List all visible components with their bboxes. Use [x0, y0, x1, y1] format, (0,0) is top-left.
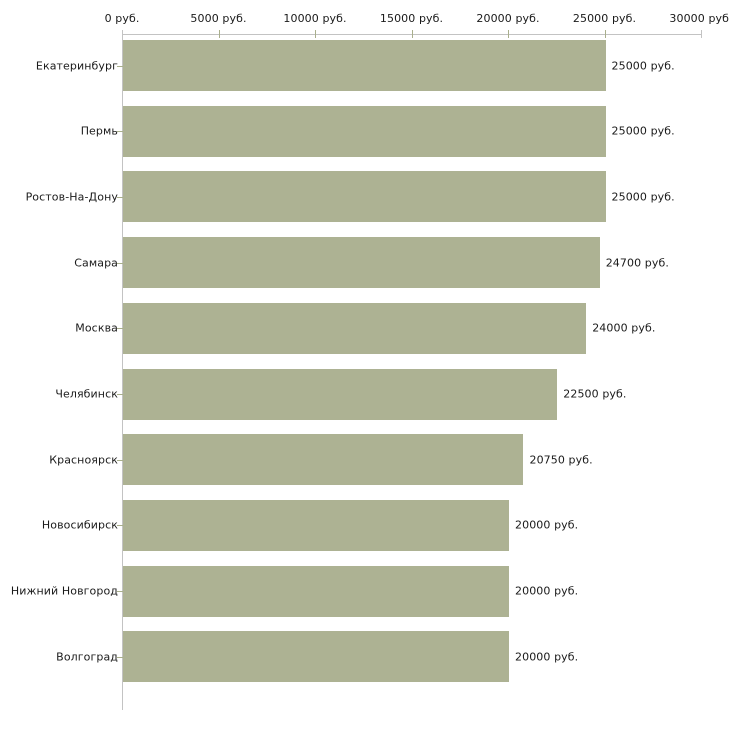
x-axis-tick — [508, 30, 509, 38]
y-axis-tick — [117, 459, 123, 461]
y-axis-category-label: Екатеринбург — [35, 59, 118, 72]
y-axis-category-label: Нижний Новгород — [10, 584, 118, 598]
bar[interactable] — [123, 368, 558, 420]
x-axis-tick — [315, 30, 316, 38]
x-axis-tick — [411, 30, 413, 38]
y-axis-category-label: Челябинск — [55, 387, 118, 401]
x-axis-tick-label: 25000 руб. — [572, 12, 637, 25]
y-axis-category-label: Самара — [74, 256, 118, 270]
x-axis-tick-label: 30000 руб. — [669, 12, 730, 25]
bar-value-label: 24700 руб. — [605, 256, 669, 270]
bar-value-label: 20000 руб. — [515, 584, 579, 598]
bar-value-label: 25000 руб. — [611, 124, 675, 138]
bar-value-label: 25000 руб. — [611, 190, 675, 204]
y-axis-category-label: Новосибирск — [41, 518, 118, 532]
bar[interactable] — [123, 40, 606, 91]
bar[interactable] — [123, 499, 509, 551]
y-axis-tick — [117, 525, 123, 527]
x-axis-tick-label: 0 руб. — [104, 12, 140, 25]
x-axis-tick — [218, 30, 220, 38]
bar-value-label: 22500 руб. — [563, 387, 627, 401]
bar-value-label: 24000 руб. — [592, 321, 656, 335]
bar[interactable] — [123, 434, 524, 486]
y-axis-tick — [117, 328, 123, 330]
y-axis-tick — [117, 196, 123, 198]
y-axis-line — [122, 34, 123, 710]
x-axis-tick-label: 10000 руб. — [283, 12, 347, 25]
y-axis-category-label: Пермь — [80, 124, 118, 138]
y-axis-tick — [117, 65, 123, 67]
bar[interactable] — [123, 302, 587, 354]
bar-value-label: 20750 руб. — [529, 453, 593, 467]
y-axis-category-label: Москва — [75, 321, 118, 335]
x-axis-tick-label: 15000 руб. — [379, 12, 444, 25]
bar-value-label: 20000 руб. — [515, 650, 579, 664]
y-axis-category-label: Красноярск — [49, 453, 118, 467]
x-axis-tick-label: 5000 руб. — [190, 12, 247, 25]
bar[interactable] — [123, 237, 600, 289]
x-axis-tick — [701, 30, 702, 38]
y-axis-category-label: Волгоград — [56, 650, 118, 664]
y-axis-tick — [117, 394, 123, 395]
bar-value-label: 25000 руб. — [611, 59, 675, 72]
y-axis-tick — [117, 131, 123, 133]
bar[interactable] — [123, 171, 606, 223]
bar[interactable] — [123, 631, 509, 683]
y-axis-tick — [117, 656, 123, 658]
bar[interactable] — [123, 565, 509, 617]
y-axis-category-label: Ростов-На-Дону — [25, 190, 118, 204]
x-axis-tick-label: 20000 руб. — [476, 12, 540, 25]
bar-value-label: 20000 руб. — [515, 518, 579, 532]
bar[interactable] — [123, 105, 606, 157]
y-axis-tick — [117, 591, 123, 593]
x-axis-tick — [604, 30, 606, 38]
x-axis-tick — [122, 30, 123, 38]
y-axis-tick — [117, 262, 123, 264]
